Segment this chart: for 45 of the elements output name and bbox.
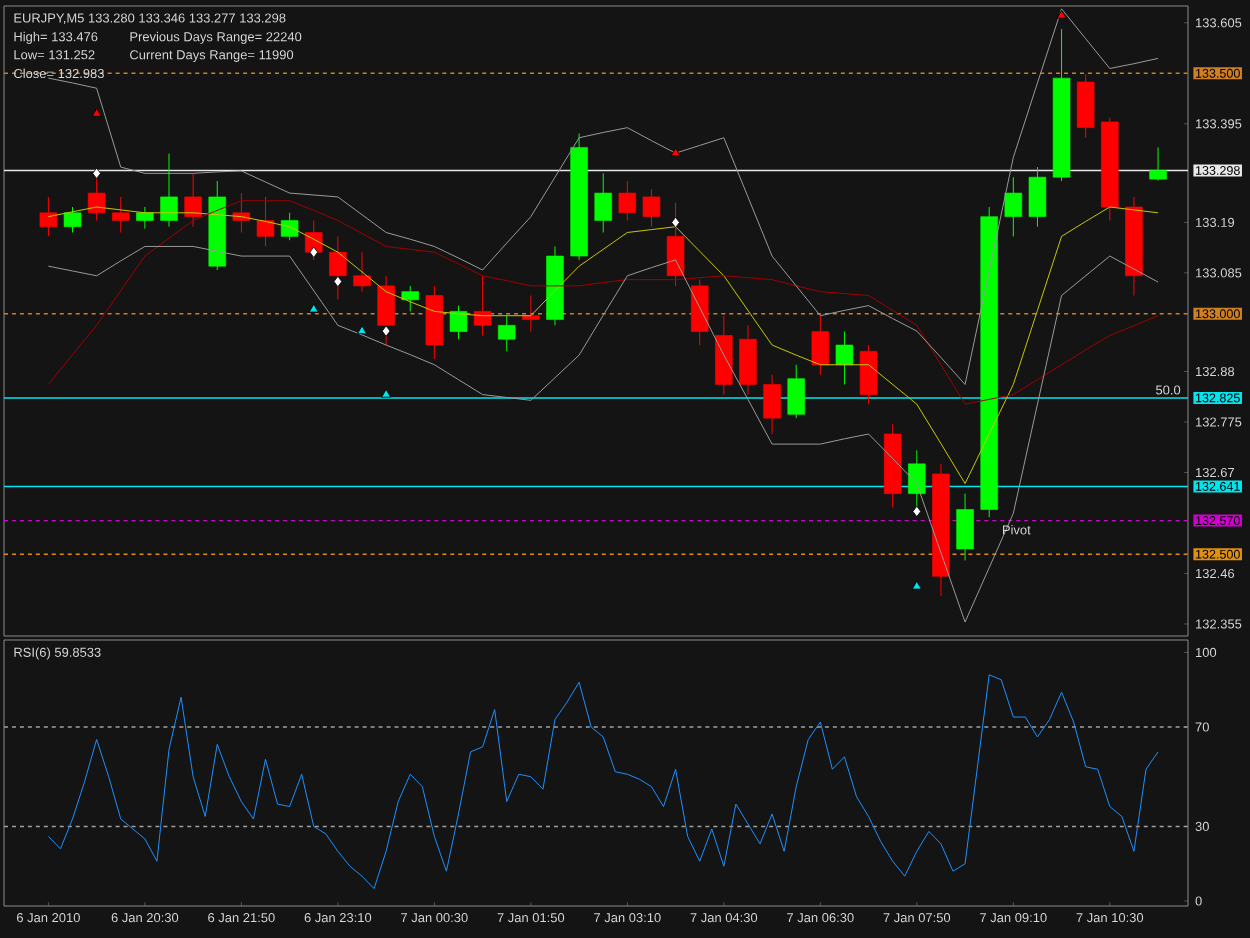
candlestick bbox=[1149, 146, 1167, 182]
candlestick bbox=[1028, 166, 1047, 228]
candlestick bbox=[618, 180, 637, 221]
candlestick bbox=[690, 279, 709, 346]
candlestick bbox=[811, 315, 830, 376]
candlestick bbox=[184, 172, 202, 228]
candlestick bbox=[39, 196, 58, 237]
candlestick bbox=[1004, 176, 1023, 237]
candlestick bbox=[497, 315, 516, 352]
candlestick bbox=[594, 172, 612, 233]
point bbox=[381, 388, 391, 398]
candlestick bbox=[63, 206, 82, 233]
candlestick bbox=[160, 153, 178, 228]
candlestick bbox=[256, 196, 275, 247]
candlestick bbox=[522, 295, 540, 333]
candlestick bbox=[739, 324, 757, 396]
candlestick bbox=[136, 206, 154, 230]
candlestick bbox=[401, 285, 419, 312]
point bbox=[381, 325, 391, 337]
candlestick bbox=[787, 364, 805, 419]
candlestick bbox=[377, 275, 395, 346]
candlestick bbox=[835, 331, 854, 385]
point bbox=[671, 216, 680, 228]
candlestick bbox=[329, 235, 347, 300]
point bbox=[92, 167, 101, 179]
point bbox=[1056, 10, 1067, 19]
point bbox=[333, 275, 343, 288]
point bbox=[911, 580, 922, 590]
candlestick bbox=[112, 196, 130, 233]
point bbox=[670, 147, 681, 157]
candlestick bbox=[280, 212, 299, 241]
candlestick bbox=[642, 188, 661, 228]
candlestick bbox=[859, 344, 878, 405]
point bbox=[308, 303, 319, 313]
candlestick bbox=[353, 251, 371, 293]
candlestick bbox=[763, 374, 781, 435]
candlestick bbox=[956, 493, 974, 561]
point bbox=[309, 246, 319, 258]
candlestick bbox=[1076, 73, 1095, 139]
candlestick bbox=[666, 202, 685, 287]
point bbox=[357, 325, 367, 335]
candlestick bbox=[473, 275, 492, 336]
candlestick bbox=[449, 305, 468, 340]
line-series bbox=[47, 674, 1159, 890]
point bbox=[91, 108, 102, 117]
